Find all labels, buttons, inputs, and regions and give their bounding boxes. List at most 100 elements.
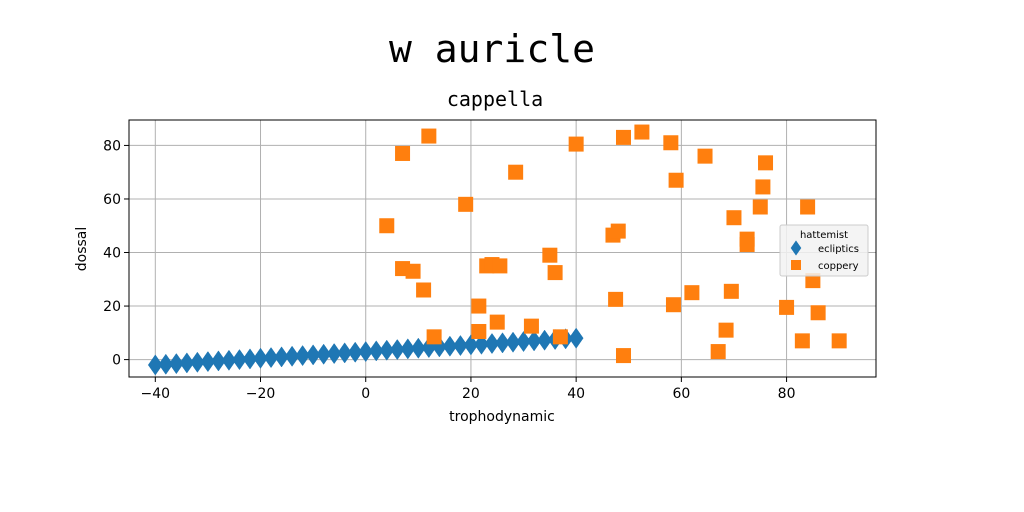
point-ecliptics xyxy=(263,347,279,369)
point-ecliptics xyxy=(305,344,321,366)
point-coppery xyxy=(718,322,734,338)
point-coppery xyxy=(684,285,700,301)
point-ecliptics xyxy=(242,348,258,370)
plot-frame xyxy=(128,119,877,378)
point-coppery xyxy=(663,135,679,151)
series-layer xyxy=(147,124,847,376)
point-coppery xyxy=(471,298,487,314)
point-ecliptics xyxy=(568,327,584,349)
point-coppery xyxy=(523,318,539,334)
point-coppery xyxy=(726,210,742,226)
x-tick-label: 60 xyxy=(672,386,690,402)
point-coppery xyxy=(697,148,713,164)
point-ecliptics xyxy=(526,330,542,352)
x-tick-label: 80 xyxy=(778,386,796,402)
point-ecliptics xyxy=(179,352,195,374)
point-coppery xyxy=(739,236,755,252)
point-ecliptics xyxy=(410,337,426,359)
point-ecliptics xyxy=(347,341,363,363)
point-coppery xyxy=(379,218,395,234)
point-coppery xyxy=(831,333,847,349)
point-ecliptics xyxy=(463,334,479,356)
y-tick-label: 60 xyxy=(103,192,121,208)
y-tick-label: 20 xyxy=(103,299,121,315)
x-axis-label: trophodynamic xyxy=(449,409,555,425)
point-ecliptics xyxy=(505,331,521,353)
point-ecliptics xyxy=(274,346,289,368)
point-ecliptics xyxy=(537,329,552,351)
point-ecliptics xyxy=(453,335,468,357)
point-coppery xyxy=(779,299,795,315)
point-coppery xyxy=(608,291,624,307)
legend: hattemist ecliptics coppery xyxy=(779,224,869,277)
point-ecliptics xyxy=(442,335,458,357)
point-coppery xyxy=(508,164,524,180)
point-ecliptics xyxy=(168,353,184,375)
x-tick-label: −20 xyxy=(246,386,276,402)
point-coppery xyxy=(489,314,505,330)
point-ecliptics xyxy=(316,343,332,365)
point-ecliptics xyxy=(389,339,405,361)
point-ecliptics xyxy=(147,354,163,376)
point-ecliptics xyxy=(379,339,395,361)
y-tick-label: 80 xyxy=(103,138,121,154)
point-coppery xyxy=(421,128,437,144)
point-ecliptics xyxy=(337,342,353,364)
x-tick-label: 0 xyxy=(361,386,370,402)
y-tick-label: 0 xyxy=(112,353,121,369)
point-ecliptics xyxy=(221,349,237,371)
point-coppery xyxy=(547,265,563,281)
point-coppery xyxy=(800,199,816,215)
x-tick-label: 20 xyxy=(462,386,480,402)
y-tick-label: 40 xyxy=(103,246,121,262)
point-ecliptics xyxy=(358,341,374,363)
legend-label-coppery: coppery xyxy=(818,261,859,272)
point-coppery xyxy=(723,283,739,299)
point-coppery xyxy=(405,263,421,279)
point-ecliptics xyxy=(495,332,510,354)
legend-marker-coppery xyxy=(791,260,801,270)
point-coppery xyxy=(752,199,768,215)
point-coppery xyxy=(755,179,771,195)
point-ecliptics xyxy=(368,340,384,362)
point-ecliptics xyxy=(516,331,531,353)
x-tick-label: −40 xyxy=(141,386,171,402)
point-ecliptics xyxy=(484,333,500,355)
point-ecliptics xyxy=(400,338,416,360)
point-coppery xyxy=(568,136,584,152)
point-coppery xyxy=(542,247,558,263)
series-coppery xyxy=(379,124,847,364)
point-coppery xyxy=(794,333,810,349)
legend-box xyxy=(779,224,869,277)
point-ecliptics xyxy=(190,351,205,373)
legend-label-ecliptics: ecliptics xyxy=(818,244,859,255)
point-coppery xyxy=(634,124,650,140)
point-coppery xyxy=(458,196,474,212)
point-ecliptics xyxy=(158,353,174,375)
point-coppery xyxy=(492,258,508,274)
chart-title: w auricle xyxy=(389,27,595,71)
legend-marker-ecliptics xyxy=(790,240,802,256)
legend-title: hattemist xyxy=(800,230,848,241)
point-coppery xyxy=(758,155,774,171)
point-coppery xyxy=(810,305,826,321)
point-ecliptics xyxy=(211,350,226,372)
point-coppery xyxy=(665,297,681,313)
point-coppery xyxy=(395,145,411,161)
point-coppery xyxy=(805,273,821,289)
point-ecliptics xyxy=(200,351,216,373)
point-coppery xyxy=(416,282,432,298)
point-ecliptics xyxy=(284,345,300,367)
x-tick-label: 40 xyxy=(567,386,585,402)
chart-subtitle: cappella xyxy=(447,87,543,111)
point-ecliptics xyxy=(295,345,310,367)
point-coppery xyxy=(668,172,684,188)
point-ecliptics xyxy=(253,347,268,369)
point-ecliptics xyxy=(474,333,489,355)
series-ecliptics xyxy=(147,327,584,376)
point-coppery xyxy=(426,329,442,345)
ticks: −40 −20 0 20 40 60 80 0 20 40 60 80 xyxy=(103,138,795,402)
point-coppery xyxy=(615,348,631,364)
point-coppery xyxy=(610,223,626,239)
